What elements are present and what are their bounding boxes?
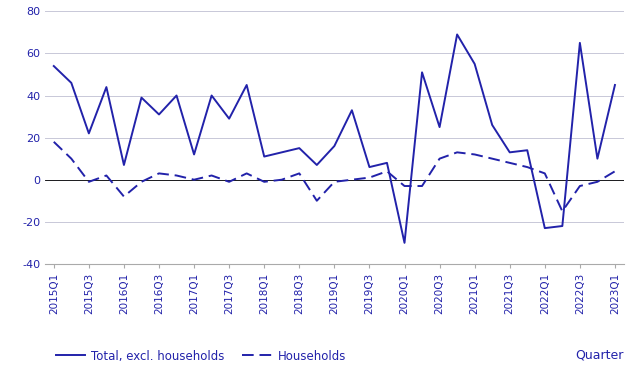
Text: Quarter: Quarter (575, 349, 624, 362)
Legend: Total, excl. households, Households: Total, excl. households, Households (51, 345, 350, 367)
